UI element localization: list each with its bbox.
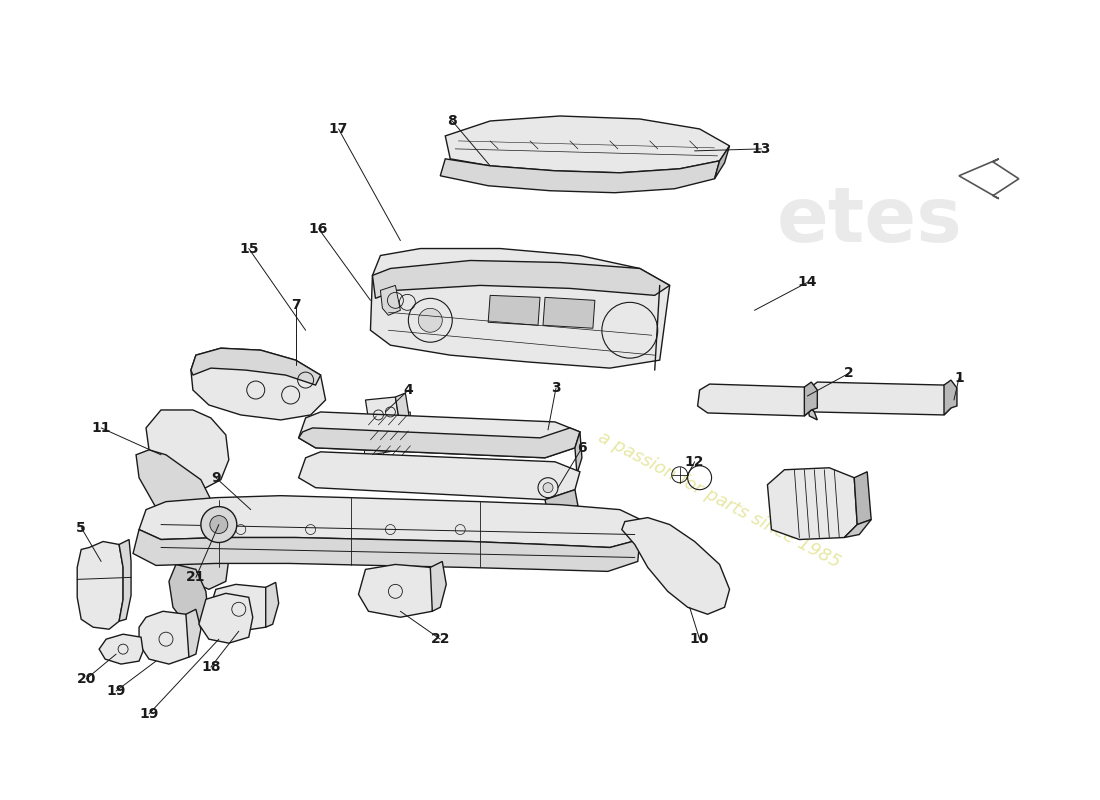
Polygon shape <box>133 530 640 571</box>
Polygon shape <box>191 348 320 385</box>
Polygon shape <box>298 428 580 458</box>
Text: 3: 3 <box>551 381 561 395</box>
Text: 8: 8 <box>448 114 458 128</box>
Polygon shape <box>119 539 131 622</box>
Polygon shape <box>807 405 817 420</box>
Polygon shape <box>371 249 670 368</box>
Polygon shape <box>136 450 216 538</box>
Polygon shape <box>845 519 871 538</box>
Polygon shape <box>298 412 580 458</box>
Polygon shape <box>381 286 400 315</box>
Circle shape <box>201 506 236 542</box>
Text: 4: 4 <box>404 383 414 397</box>
Text: 18: 18 <box>201 660 221 674</box>
Polygon shape <box>544 490 578 515</box>
Polygon shape <box>440 159 719 193</box>
Polygon shape <box>488 295 540 326</box>
Circle shape <box>543 482 553 493</box>
Polygon shape <box>169 565 209 627</box>
Polygon shape <box>804 382 817 416</box>
Text: 10: 10 <box>690 632 710 646</box>
Polygon shape <box>365 397 400 432</box>
Text: 1: 1 <box>954 371 964 385</box>
Polygon shape <box>697 384 812 416</box>
Circle shape <box>210 515 228 534</box>
Text: 19: 19 <box>107 684 125 698</box>
Text: 15: 15 <box>239 242 258 255</box>
Polygon shape <box>395 393 410 428</box>
Text: 7: 7 <box>290 298 300 312</box>
Text: 9: 9 <box>211 470 221 485</box>
Text: 13: 13 <box>751 142 771 156</box>
Polygon shape <box>209 584 271 631</box>
Polygon shape <box>191 348 326 420</box>
Polygon shape <box>715 146 729 178</box>
Polygon shape <box>139 611 192 664</box>
Polygon shape <box>944 380 957 415</box>
Text: 6: 6 <box>578 441 586 455</box>
Polygon shape <box>361 412 410 426</box>
Circle shape <box>418 308 442 332</box>
Polygon shape <box>186 610 201 657</box>
Polygon shape <box>446 116 729 173</box>
Text: a passion for parts since 1985: a passion for parts since 1985 <box>595 428 844 571</box>
Text: 5: 5 <box>76 521 86 534</box>
Polygon shape <box>77 542 123 630</box>
Text: 20: 20 <box>77 672 96 686</box>
Text: 19: 19 <box>140 707 158 721</box>
Text: 16: 16 <box>309 222 328 235</box>
Polygon shape <box>768 468 857 539</box>
Polygon shape <box>99 634 143 664</box>
Polygon shape <box>359 565 436 618</box>
Polygon shape <box>298 452 580 500</box>
Polygon shape <box>139 496 645 547</box>
Text: 14: 14 <box>798 275 817 290</box>
Text: 2: 2 <box>845 366 854 380</box>
Text: 22: 22 <box>430 632 450 646</box>
Polygon shape <box>363 427 412 441</box>
Polygon shape <box>855 472 871 525</box>
Text: 12: 12 <box>685 454 704 469</box>
Polygon shape <box>430 562 447 611</box>
Polygon shape <box>364 442 415 456</box>
Text: 21: 21 <box>186 570 206 584</box>
Polygon shape <box>266 582 278 627</box>
Polygon shape <box>807 382 952 415</box>
Polygon shape <box>199 594 253 643</box>
Polygon shape <box>621 518 729 614</box>
Polygon shape <box>373 261 670 298</box>
Polygon shape <box>575 432 582 474</box>
Text: 17: 17 <box>329 122 349 136</box>
Text: etes: etes <box>777 184 962 258</box>
Polygon shape <box>179 530 229 590</box>
Polygon shape <box>543 298 595 328</box>
Polygon shape <box>146 410 229 488</box>
Text: 11: 11 <box>91 421 111 435</box>
